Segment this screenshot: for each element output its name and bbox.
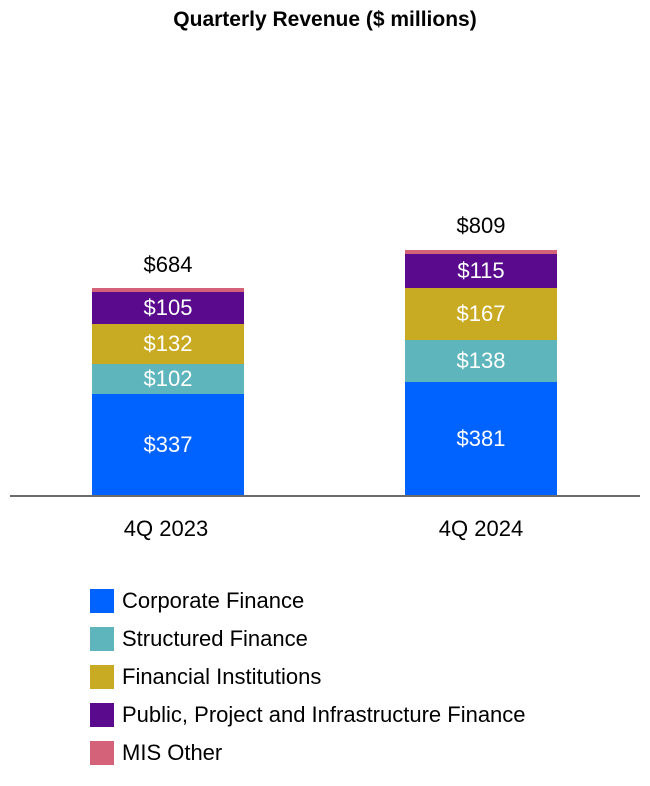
legend-item: Corporate Finance: [90, 582, 526, 620]
bar-total-4q2024: $809: [456, 213, 506, 238]
segment-financial-institutions: $132: [92, 324, 244, 364]
legend-swatch: [90, 665, 114, 689]
segment-corporate-finance: $381: [405, 382, 557, 495]
legend-swatch: [90, 589, 114, 613]
legend-label: Financial Institutions: [122, 664, 322, 689]
legend-item: Financial Institutions: [90, 658, 526, 696]
legend-item: Public, Project and Infrastructure Finan…: [90, 696, 526, 734]
legend-label: Structured Finance: [122, 626, 308, 651]
legend-swatch: [90, 741, 114, 765]
segment-structured-finance: $102: [92, 364, 244, 394]
x-axis-line: [10, 495, 640, 497]
segment-ppif: $115: [405, 254, 557, 288]
legend-label: MIS Other: [122, 740, 223, 765]
legend-label: Corporate Finance: [122, 588, 305, 613]
bar-total-4q2023: $684: [143, 252, 193, 277]
segment-structured-finance: $138: [405, 340, 557, 382]
chart-title: Quarterly Revenue ($ millions): [173, 8, 477, 31]
x-tick-label: 4Q 2023: [123, 516, 209, 541]
legend: Corporate Finance Structured Finance Fin…: [90, 582, 526, 772]
segment-ppif: $105: [92, 292, 244, 324]
legend-item: Structured Finance: [90, 620, 526, 658]
legend-swatch: [90, 703, 114, 727]
x-tick-label: 4Q 2024: [438, 516, 524, 541]
segment-mis-other: [92, 288, 244, 292]
legend-label: Public, Project and Infrastructure Finan…: [122, 702, 526, 727]
legend-swatch: [90, 627, 114, 651]
legend-item: MIS Other: [90, 734, 526, 772]
segment-mis-other: [405, 250, 557, 254]
segment-financial-institutions: $167: [405, 288, 557, 340]
segment-corporate-finance: $337: [92, 394, 244, 495]
